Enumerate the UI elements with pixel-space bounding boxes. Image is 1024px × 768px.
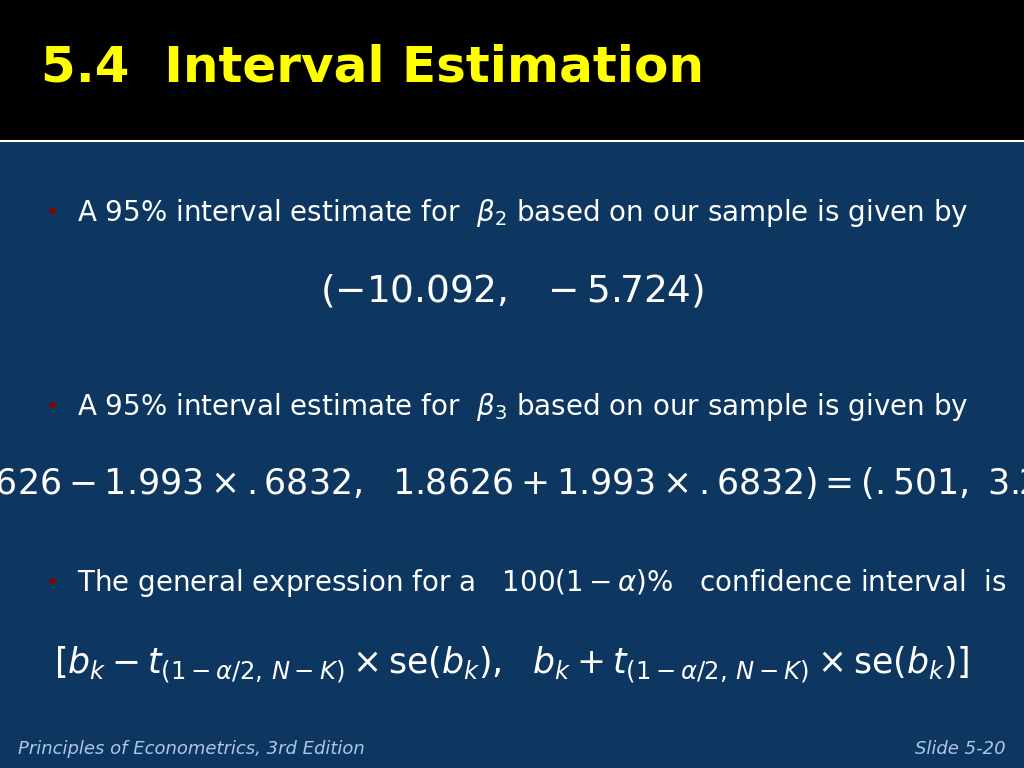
Text: $(1.8626-1.993\times.6832,\ \ 1.8626+1.993\times.6832) = (.501,\ 3.224)$: $(1.8626-1.993\times.6832,\ \ 1.8626+1.9…	[0, 465, 1024, 501]
Text: The general expression for a   $100(1-\alpha)\%$   confidence interval  is: The general expression for a $100(1-\alp…	[77, 567, 1007, 599]
Text: $(-10.092,\ \ -5.724)$: $(-10.092,\ \ -5.724)$	[319, 273, 705, 310]
Text: $[b_k - t_{(1-\alpha/2,\,N-K)}\times\mathrm{se}(b_k),\ \ b_k + t_{(1-\alpha/2,\,: $[b_k - t_{(1-\alpha/2,\,N-K)}\times\mat…	[54, 644, 970, 685]
Bar	[0, 141, 1024, 768]
Text: •: •	[46, 573, 59, 593]
Text: Principles of Econometrics, 3rd Edition: Principles of Econometrics, 3rd Edition	[18, 740, 366, 758]
Text: A 95% interval estimate for  $\beta_2$ based on our sample is given by: A 95% interval estimate for $\beta_2$ ba…	[77, 197, 968, 229]
Text: •: •	[46, 203, 59, 223]
Text: Slide 5-20: Slide 5-20	[914, 740, 1006, 758]
Text: A 95% interval estimate for  $\beta_3$ based on our sample is given by: A 95% interval estimate for $\beta_3$ ba…	[77, 391, 968, 423]
Text: •: •	[46, 397, 59, 417]
Text: 5.4  Interval Estimation: 5.4 Interval Estimation	[41, 43, 703, 91]
